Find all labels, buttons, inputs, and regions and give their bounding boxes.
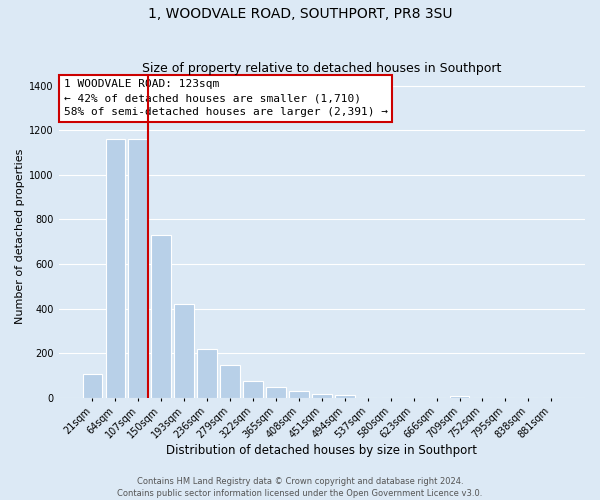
Text: Contains HM Land Registry data © Crown copyright and database right 2024.
Contai: Contains HM Land Registry data © Crown c… bbox=[118, 476, 482, 498]
Bar bbox=[175, 304, 194, 398]
Title: Size of property relative to detached houses in Southport: Size of property relative to detached ho… bbox=[142, 62, 502, 74]
Text: 1, WOODVALE ROAD, SOUTHPORT, PR8 3SU: 1, WOODVALE ROAD, SOUTHPORT, PR8 3SU bbox=[148, 8, 452, 22]
Bar bbox=[335, 395, 355, 398]
Bar bbox=[83, 374, 102, 398]
Bar bbox=[128, 139, 148, 398]
Bar bbox=[289, 391, 308, 398]
Y-axis label: Number of detached properties: Number of detached properties bbox=[15, 148, 25, 324]
Bar bbox=[151, 235, 171, 398]
Bar bbox=[450, 396, 469, 398]
Bar bbox=[243, 382, 263, 398]
Bar bbox=[312, 394, 332, 398]
Bar bbox=[266, 386, 286, 398]
Text: 1 WOODVALE ROAD: 123sqm
← 42% of detached houses are smaller (1,710)
58% of semi: 1 WOODVALE ROAD: 123sqm ← 42% of detache… bbox=[64, 80, 388, 118]
X-axis label: Distribution of detached houses by size in Southport: Distribution of detached houses by size … bbox=[166, 444, 478, 458]
Bar bbox=[197, 348, 217, 398]
Bar bbox=[220, 364, 240, 398]
Bar bbox=[106, 139, 125, 398]
